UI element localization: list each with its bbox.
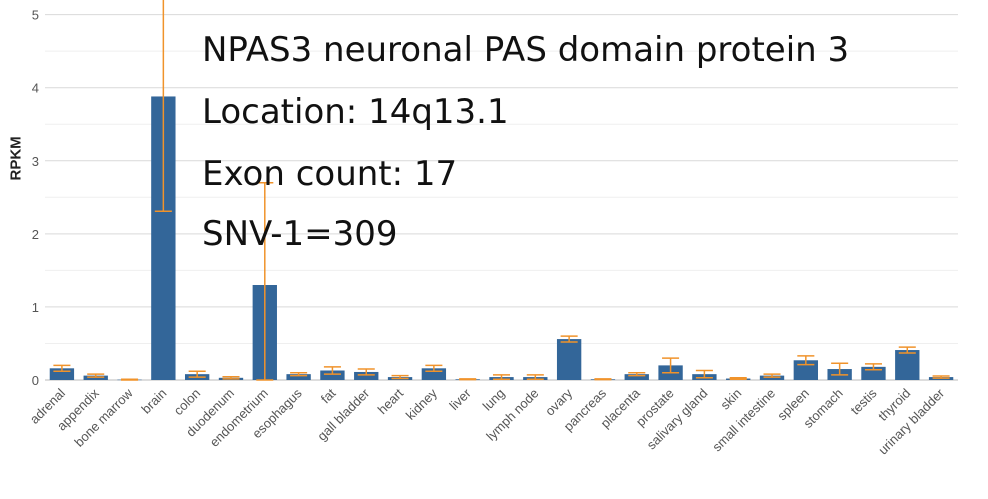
bar-ovary [556, 339, 582, 380]
gene-title-annotation: NPAS3 neuronal PAS domain protein 3 [202, 30, 850, 70]
y-tick-label: 2 [32, 227, 39, 242]
bar-thyroid [895, 350, 920, 380]
snv-annotation: SNV-1=309 [202, 214, 398, 254]
exon-count-annotation: Exon count: 17 [202, 154, 458, 194]
bar-kidney [421, 368, 447, 380]
y-tick-label: 0 [32, 373, 39, 388]
x-tick-label: skin [717, 386, 744, 413]
location-annotation: Location: 14q13.1 [202, 92, 509, 132]
y-axis-label: RPKM [7, 136, 25, 181]
y-tick-label: 4 [32, 81, 39, 96]
x-tick-label: brain [138, 386, 169, 417]
x-tick-label: kidney [403, 385, 441, 423]
bar-esophagus [286, 374, 311, 380]
bar-placenta [624, 374, 649, 380]
bar-adrenal [49, 368, 75, 380]
x-tick-label: lung [480, 386, 508, 414]
x-tick-label: fat [318, 385, 339, 406]
y-tick-label: 3 [32, 154, 39, 169]
y-tick-label: 5 [32, 8, 39, 23]
x-tick-label: liver [446, 385, 474, 413]
bar-fat [320, 370, 345, 380]
bar-gall-bladder [354, 371, 379, 380]
y-tick-label: 1 [32, 300, 39, 315]
